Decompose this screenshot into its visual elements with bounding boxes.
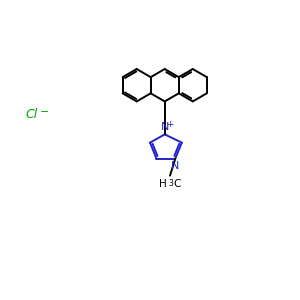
Text: N: N bbox=[160, 122, 169, 132]
Text: −: − bbox=[40, 107, 49, 117]
Text: H: H bbox=[159, 178, 167, 189]
Text: +: + bbox=[166, 120, 174, 129]
Text: Cl: Cl bbox=[26, 108, 38, 121]
Text: C: C bbox=[173, 178, 180, 189]
Text: 3: 3 bbox=[169, 179, 173, 188]
Text: N: N bbox=[171, 160, 179, 171]
